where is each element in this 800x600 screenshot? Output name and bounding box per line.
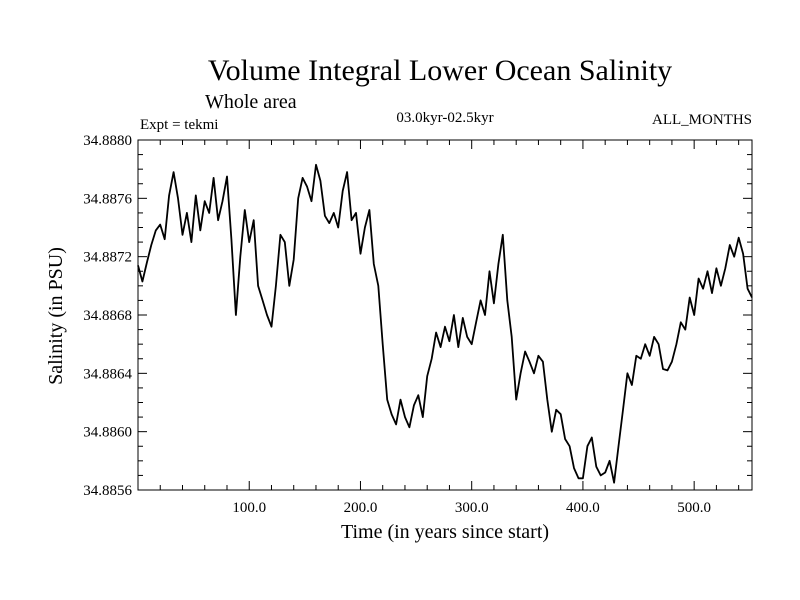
y-tick-label: 34.8864 [83, 366, 132, 382]
chart-title: Volume Integral Lower Ocean Salinity [208, 54, 672, 87]
x-tick-label: 400.0 [566, 500, 600, 516]
x-tick-label: 300.0 [455, 500, 489, 516]
chart-subtitle: Whole area [205, 91, 297, 113]
y-tick-label: 34.8876 [83, 191, 132, 207]
y-tick-label: 34.8856 [83, 483, 132, 499]
x-tick-label: 500.0 [677, 500, 711, 516]
salinity-series-line [137, 163, 753, 484]
y-axis-label: Salinity (in PSU) [45, 247, 67, 385]
y-tick-label: 34.8860 [83, 425, 132, 441]
period-label: 03.0kyr-02.5kyr [396, 110, 493, 126]
y-tick-label: 34.8872 [83, 250, 132, 266]
y-tick-label: 34.8880 [83, 133, 132, 149]
x-tick-label: 100.0 [232, 500, 266, 516]
months-label: ALL_MONTHS [652, 112, 752, 128]
experiment-label: Expt = tekmi [140, 117, 218, 133]
x-axis-label: Time (in years since start) [341, 521, 549, 543]
y-tick-label: 34.8868 [83, 308, 132, 324]
plot-area: 100.0 200.0 300.0 400.0 500.0 34.8856 34.8860 3… [83, 133, 753, 516]
x-tick-label: 200.0 [344, 500, 378, 516]
